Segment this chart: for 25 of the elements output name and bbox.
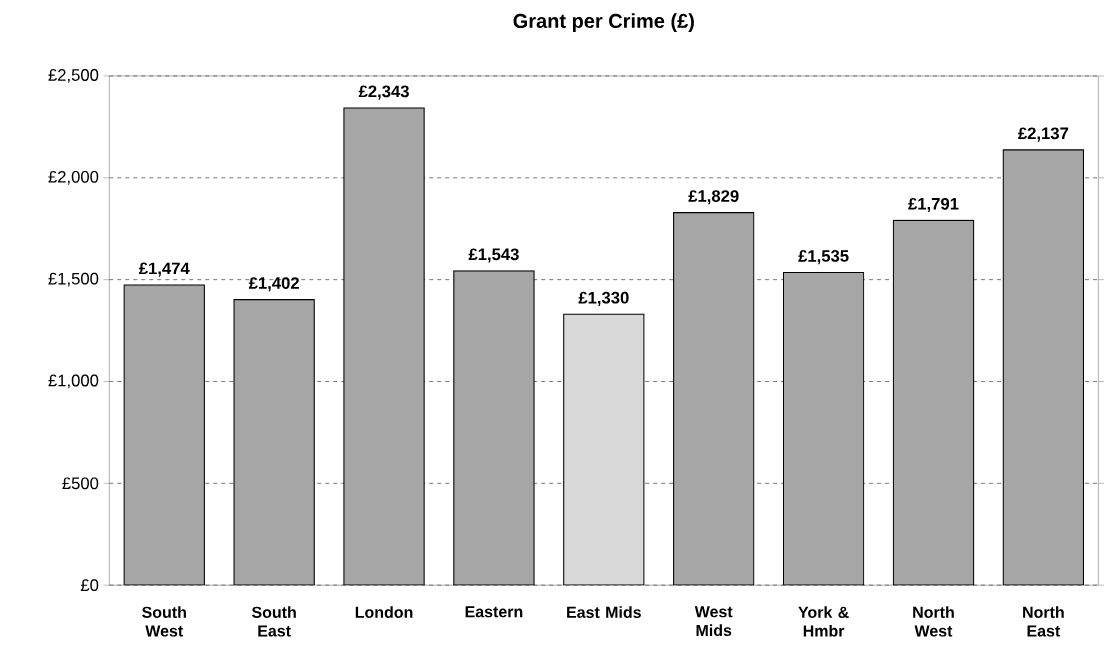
x-tick-label: York & Hmbr — [798, 606, 849, 637]
data-label: £1,402 — [248, 277, 299, 292]
y-tick-label: £0 — [80, 579, 99, 591]
y-tick-label: £500 — [62, 477, 99, 490]
x-tick-label: South West — [142, 606, 186, 637]
data-label: £1,543 — [468, 248, 519, 263]
x-tick-label: London — [355, 606, 413, 618]
x-tick-label: West Mids — [694, 606, 733, 636]
x-tick-label: South East — [251, 606, 296, 637]
y-tick-label: £2,000 — [48, 170, 99, 185]
x-tick-label: North West — [913, 606, 954, 637]
y-tick-label: £2,500 — [48, 69, 99, 83]
data-label: £1,535 — [798, 249, 849, 265]
data-label: £2,137 — [1018, 127, 1069, 142]
data-label: £1,829 — [688, 190, 739, 205]
x-tick-label: Eastern — [465, 606, 523, 618]
data-label: £1,330 — [578, 291, 629, 306]
x-tick-label: East Mids — [567, 606, 641, 618]
data-label: £1,791 — [908, 197, 959, 213]
y-tick-label: £1,000 — [48, 374, 99, 389]
data-label: £1,474 — [138, 262, 190, 277]
x-tick-label: North East — [1023, 606, 1064, 637]
y-tick-label: £1,500 — [48, 272, 99, 287]
chart-title: Grant per Crime (£) — [513, 13, 694, 32]
data-label: £2,343 — [358, 85, 409, 100]
